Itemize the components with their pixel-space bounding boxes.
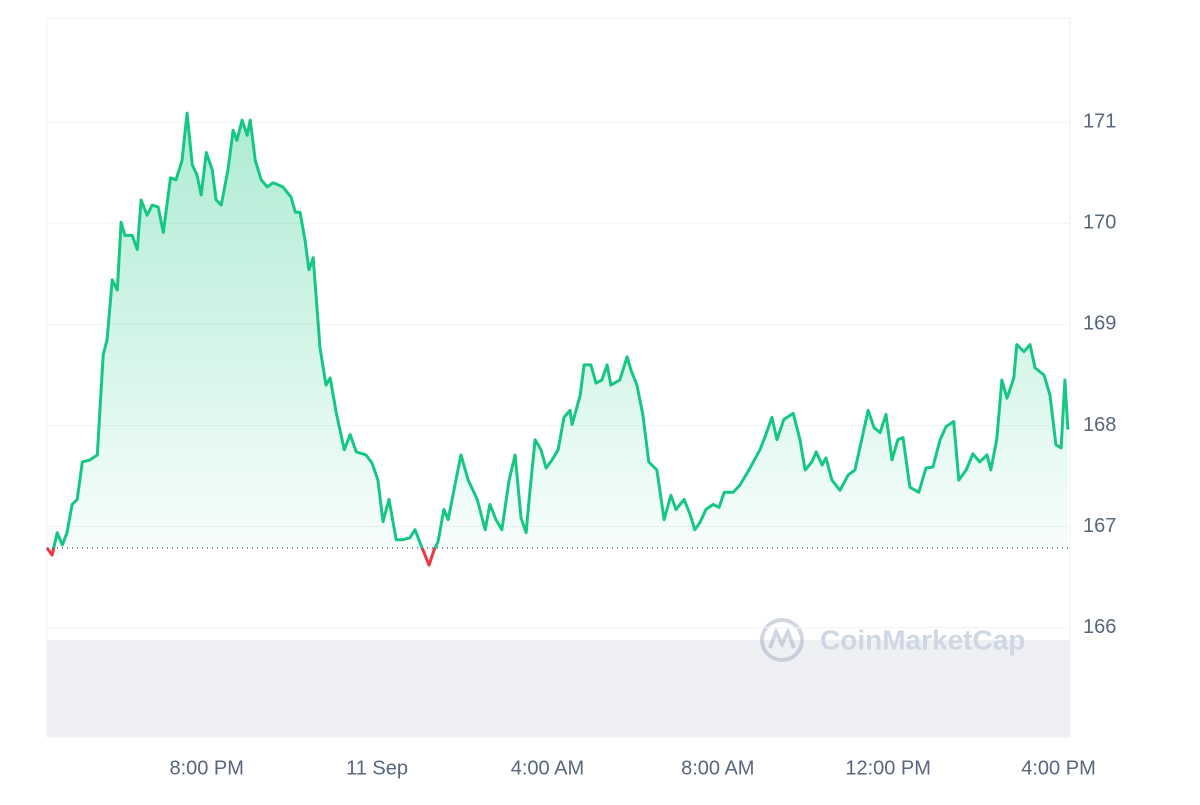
volume-area xyxy=(47,640,1070,737)
y-tick-label: 169 xyxy=(1083,313,1116,335)
x-tick-label: 4:00 AM xyxy=(511,757,584,779)
area xyxy=(53,113,1068,548)
x-tick-label: 8:00 AM xyxy=(681,757,754,779)
x-tick-label: 11 Sep xyxy=(346,757,408,779)
watermark-logo xyxy=(760,618,804,662)
y-tick-label: 168 xyxy=(1083,414,1116,436)
x-tick-label: 12:00 PM xyxy=(845,757,931,779)
y-tick-label: 170 xyxy=(1083,212,1116,234)
y-tick-label: 167 xyxy=(1083,515,1116,537)
x-tick-label: 8:00 PM xyxy=(169,757,243,779)
y-tick-label: 166 xyxy=(1083,616,1116,638)
x-tick-label: 4:00 PM xyxy=(1021,757,1095,779)
watermark: CoinMarketCap xyxy=(820,624,1025,655)
y-tick-label: 171 xyxy=(1083,110,1116,132)
price-line xyxy=(45,111,1070,567)
